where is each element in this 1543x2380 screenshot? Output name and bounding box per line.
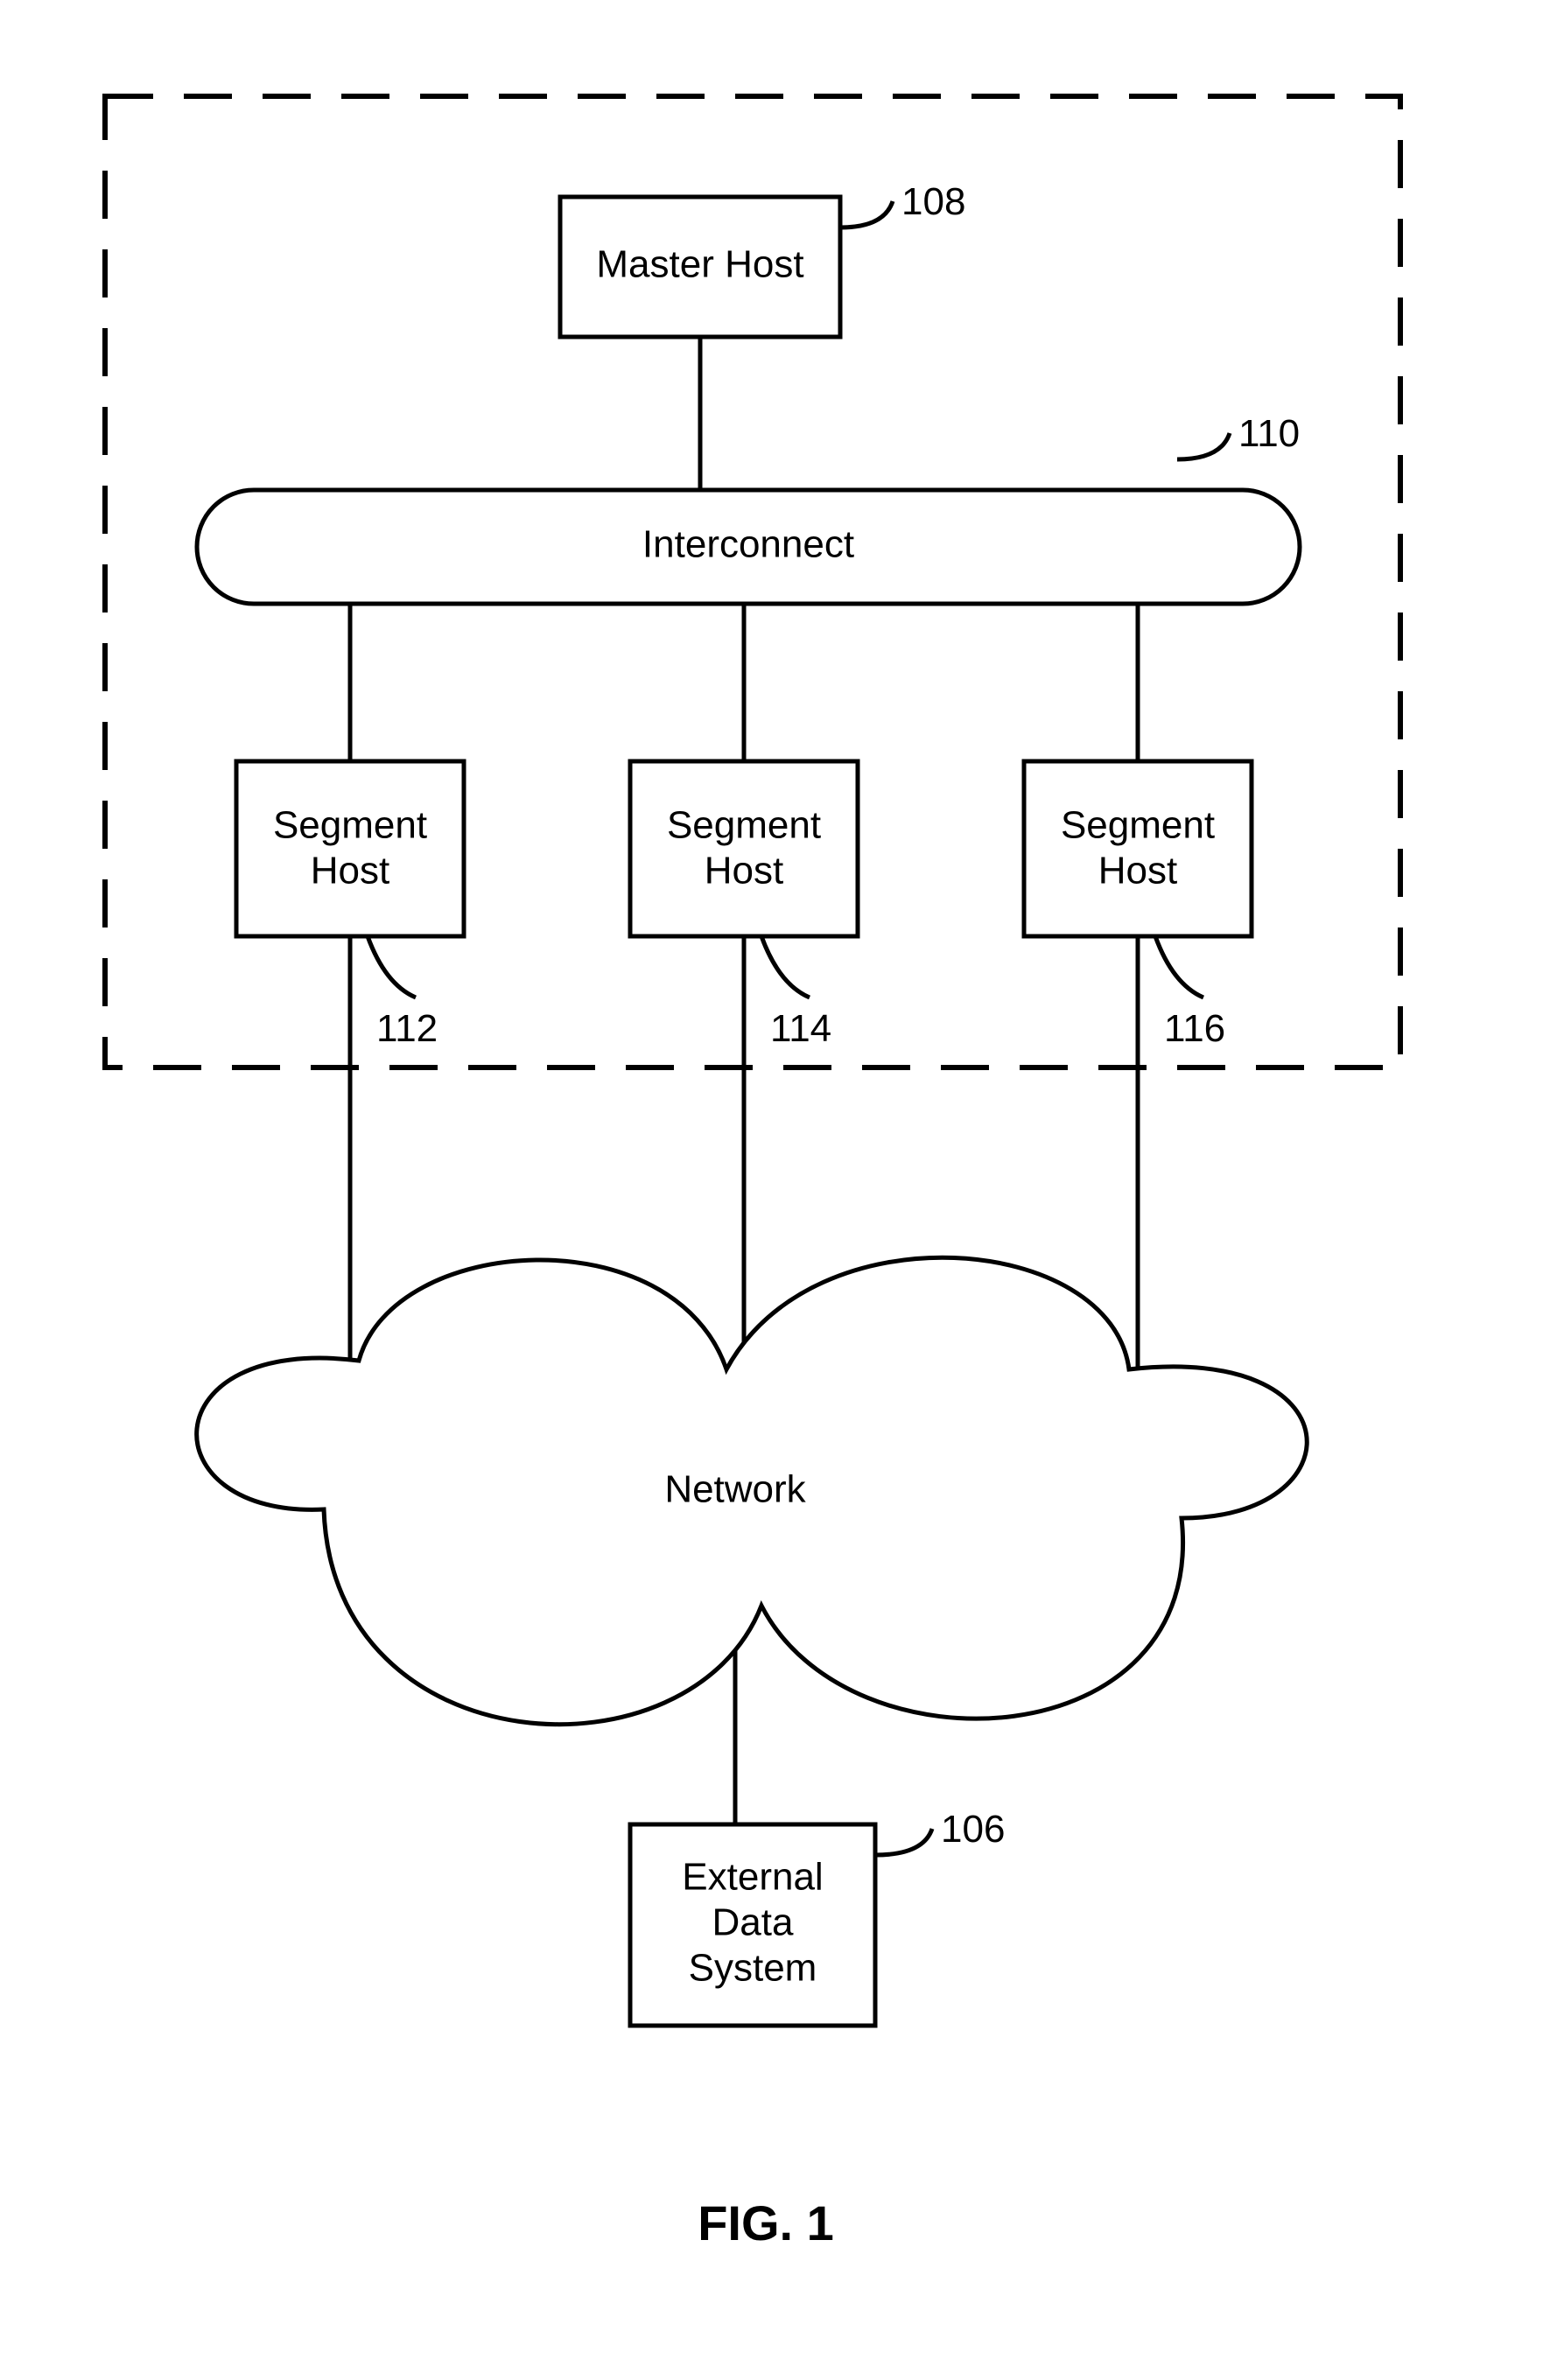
segment-host-label1-0: Segment <box>273 804 427 847</box>
external-ref: 106 <box>941 1808 1005 1851</box>
segment-host-label2-1: Host <box>705 850 783 892</box>
external-label3: System <box>689 1947 817 1990</box>
interconnect-label: Interconnect <box>642 523 854 566</box>
segment-host-leader-0 <box>368 936 416 998</box>
figure-label: FIG. 1 <box>698 2195 834 2250</box>
master-host-leader <box>840 201 893 228</box>
external-label2: Data <box>712 1901 794 1944</box>
master-host-ref: 108 <box>901 180 965 223</box>
segment-host-label2-2: Host <box>1098 850 1177 892</box>
interconnect-ref: 110 <box>1238 412 1300 455</box>
master-host-label: Master Host <box>596 243 803 286</box>
segment-host-ref-2: 116 <box>1164 1007 1225 1050</box>
interconnect-leader <box>1177 433 1230 459</box>
segment-host-label1-1: Segment <box>667 804 821 847</box>
segment-host-ref-1: 114 <box>770 1007 831 1050</box>
segment-host-ref-0: 112 <box>376 1007 438 1050</box>
external-leader <box>875 1829 932 1855</box>
segment-host-leader-2 <box>1155 936 1203 998</box>
external-label1: External <box>682 1856 823 1899</box>
architecture-diagram: Master Host108Interconnect110SegmentHost… <box>0 0 1543 2380</box>
segment-host-label1-2: Segment <box>1061 804 1215 847</box>
segment-host-label2-0: Host <box>311 850 389 892</box>
network-label: Network <box>664 1468 806 1511</box>
segment-host-leader-1 <box>761 936 810 998</box>
